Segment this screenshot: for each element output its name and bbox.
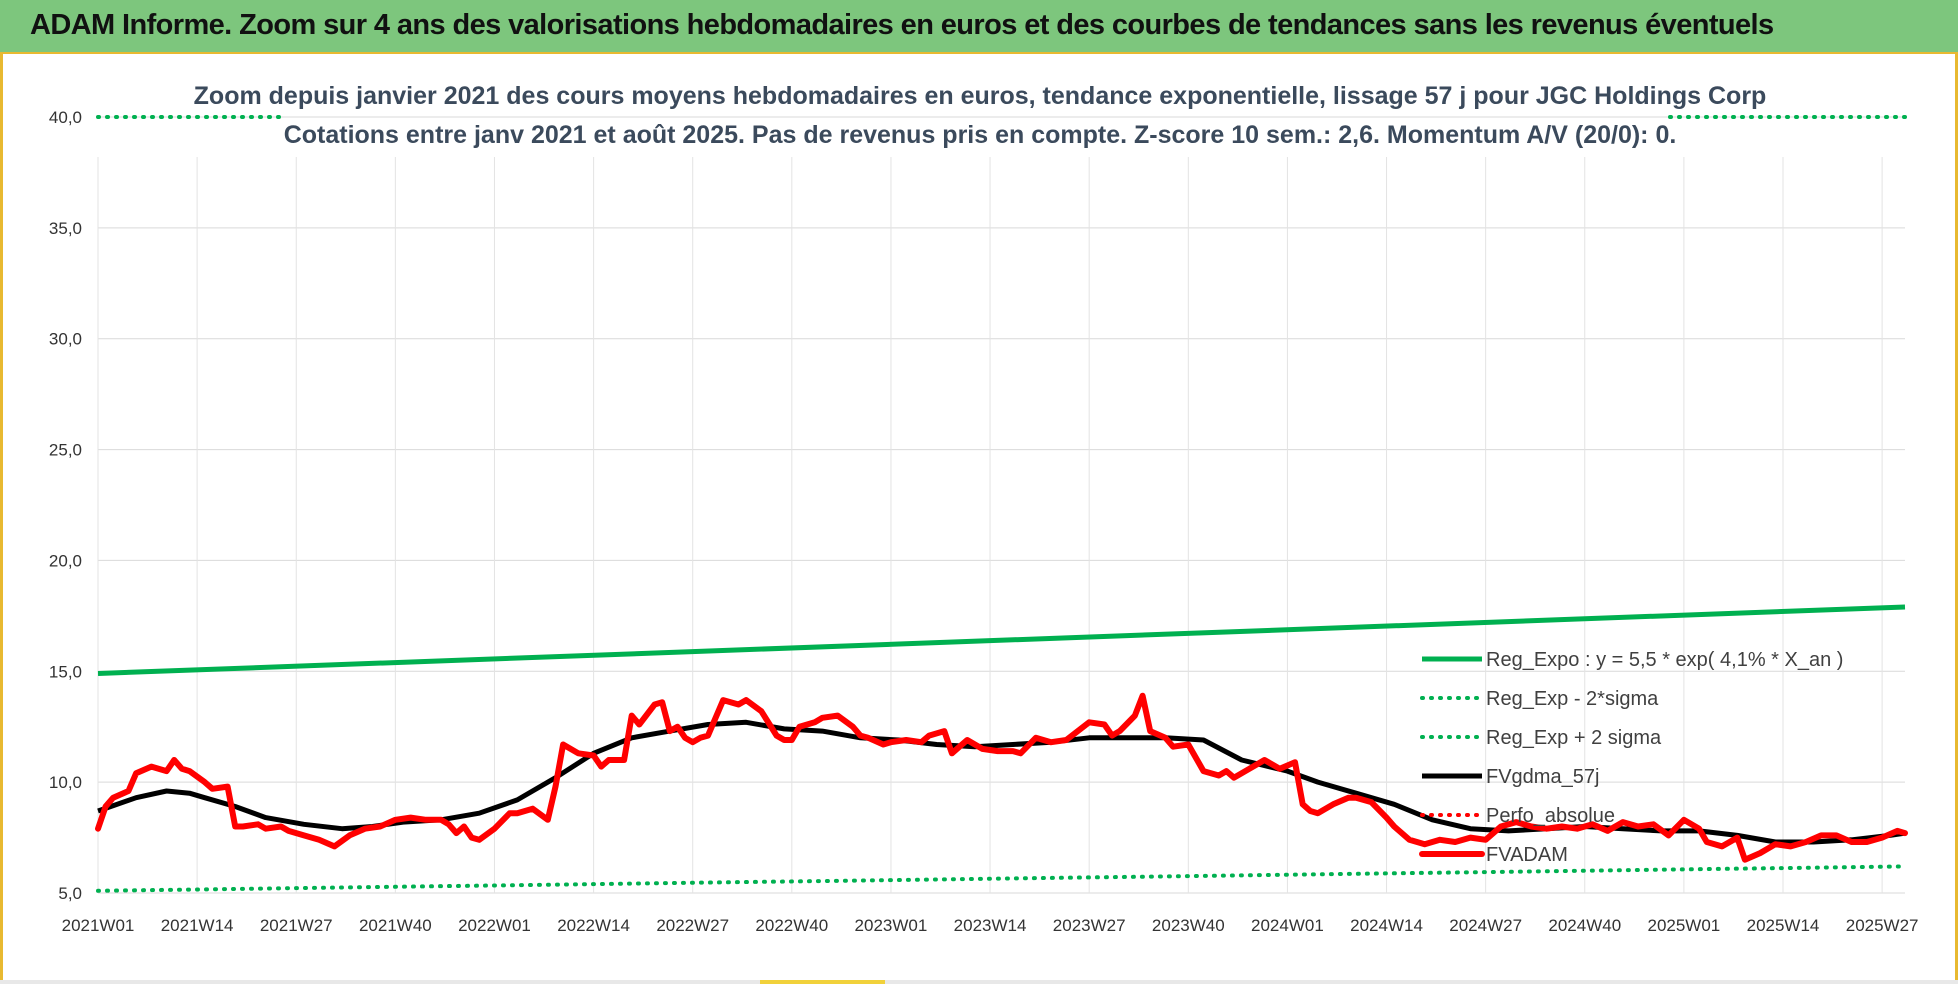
series-line-5 bbox=[95, 692, 1908, 863]
x-tick-label: 2021W27 bbox=[260, 916, 333, 935]
series-layer bbox=[95, 115, 1908, 893]
x-tick-label: 2022W01 bbox=[458, 916, 531, 935]
x-tick-label: 2025W14 bbox=[1747, 916, 1820, 935]
x-tick-label: 2023W27 bbox=[1053, 916, 1126, 935]
x-tick-label: 2023W14 bbox=[954, 916, 1027, 935]
x-tick-label: 2021W01 bbox=[62, 916, 135, 935]
y-tick-label: 5,0 bbox=[58, 884, 82, 903]
y-tick-label: 20,0 bbox=[49, 551, 82, 570]
x-tick-label: 2023W01 bbox=[855, 916, 928, 935]
grid bbox=[97, 116, 1905, 894]
x-tick-label: 2023W40 bbox=[1152, 916, 1225, 935]
x-tick-label: 2024W27 bbox=[1449, 916, 1522, 935]
bottom-bar bbox=[0, 980, 1958, 984]
series-line-1 bbox=[96, 864, 1907, 893]
y-tick-label: 40,0 bbox=[49, 108, 82, 127]
chart-title: Zoom depuis janvier 2021 des cours moyen… bbox=[194, 82, 1767, 110]
y-tick-label: 25,0 bbox=[49, 441, 82, 460]
bottom-marker bbox=[760, 980, 885, 984]
legend-label-2: Reg_Exp + 2 sigma bbox=[1486, 727, 1662, 749]
x-tick-label: 2025W27 bbox=[1846, 916, 1919, 935]
x-tick-label: 2024W14 bbox=[1350, 916, 1423, 935]
legend-label-1: Reg_Exp - 2*sigma bbox=[1486, 688, 1659, 710]
axis-labels: 5,0 10,0 15,0 20,0 25,0 30,0 35,0 40,0 2021W01 20… bbox=[49, 108, 1919, 935]
y-tick-label: 35,0 bbox=[49, 219, 82, 238]
legend-label-0: Reg_Expo : y = 5,5 * exp( 4,1% * X_an ) bbox=[1486, 649, 1843, 671]
header-banner: ADAM Informe. Zoom sur 4 ans des valoris… bbox=[0, 0, 1958, 54]
x-tick-label: 2022W40 bbox=[755, 916, 828, 935]
x-tick-label: 2024W01 bbox=[1251, 916, 1324, 935]
y-tick-label: 10,0 bbox=[49, 773, 82, 792]
y-tick-label: 30,0 bbox=[49, 330, 82, 349]
x-tick-label: 2021W14 bbox=[161, 916, 234, 935]
chart-frame bbox=[0, 54, 1958, 984]
series-line-0 bbox=[97, 604, 1906, 676]
legend-label-5: FVADAM bbox=[1486, 844, 1568, 866]
chart-subtitle: Cotations entre janv 2021 et août 2025. … bbox=[284, 121, 1677, 149]
x-tick-label: 2022W14 bbox=[557, 916, 630, 935]
legend: Reg_Expo : y = 5,5 * exp( 4,1% * X_an ) R… bbox=[1419, 649, 1843, 866]
y-tick-label: 15,0 bbox=[49, 662, 82, 681]
legend-label-4: Perfo_absolue bbox=[1486, 805, 1615, 827]
x-tick-label: 2022W27 bbox=[656, 916, 729, 935]
x-tick-label: 2025W01 bbox=[1647, 916, 1720, 935]
legend-label-3: FVgdma_57j bbox=[1486, 766, 1599, 788]
x-tick-label: 2021W40 bbox=[359, 916, 432, 935]
x-tick-label: 2024W40 bbox=[1548, 916, 1621, 935]
report-title: ADAM Informe. Zoom sur 4 ans des valoris… bbox=[30, 9, 1774, 41]
